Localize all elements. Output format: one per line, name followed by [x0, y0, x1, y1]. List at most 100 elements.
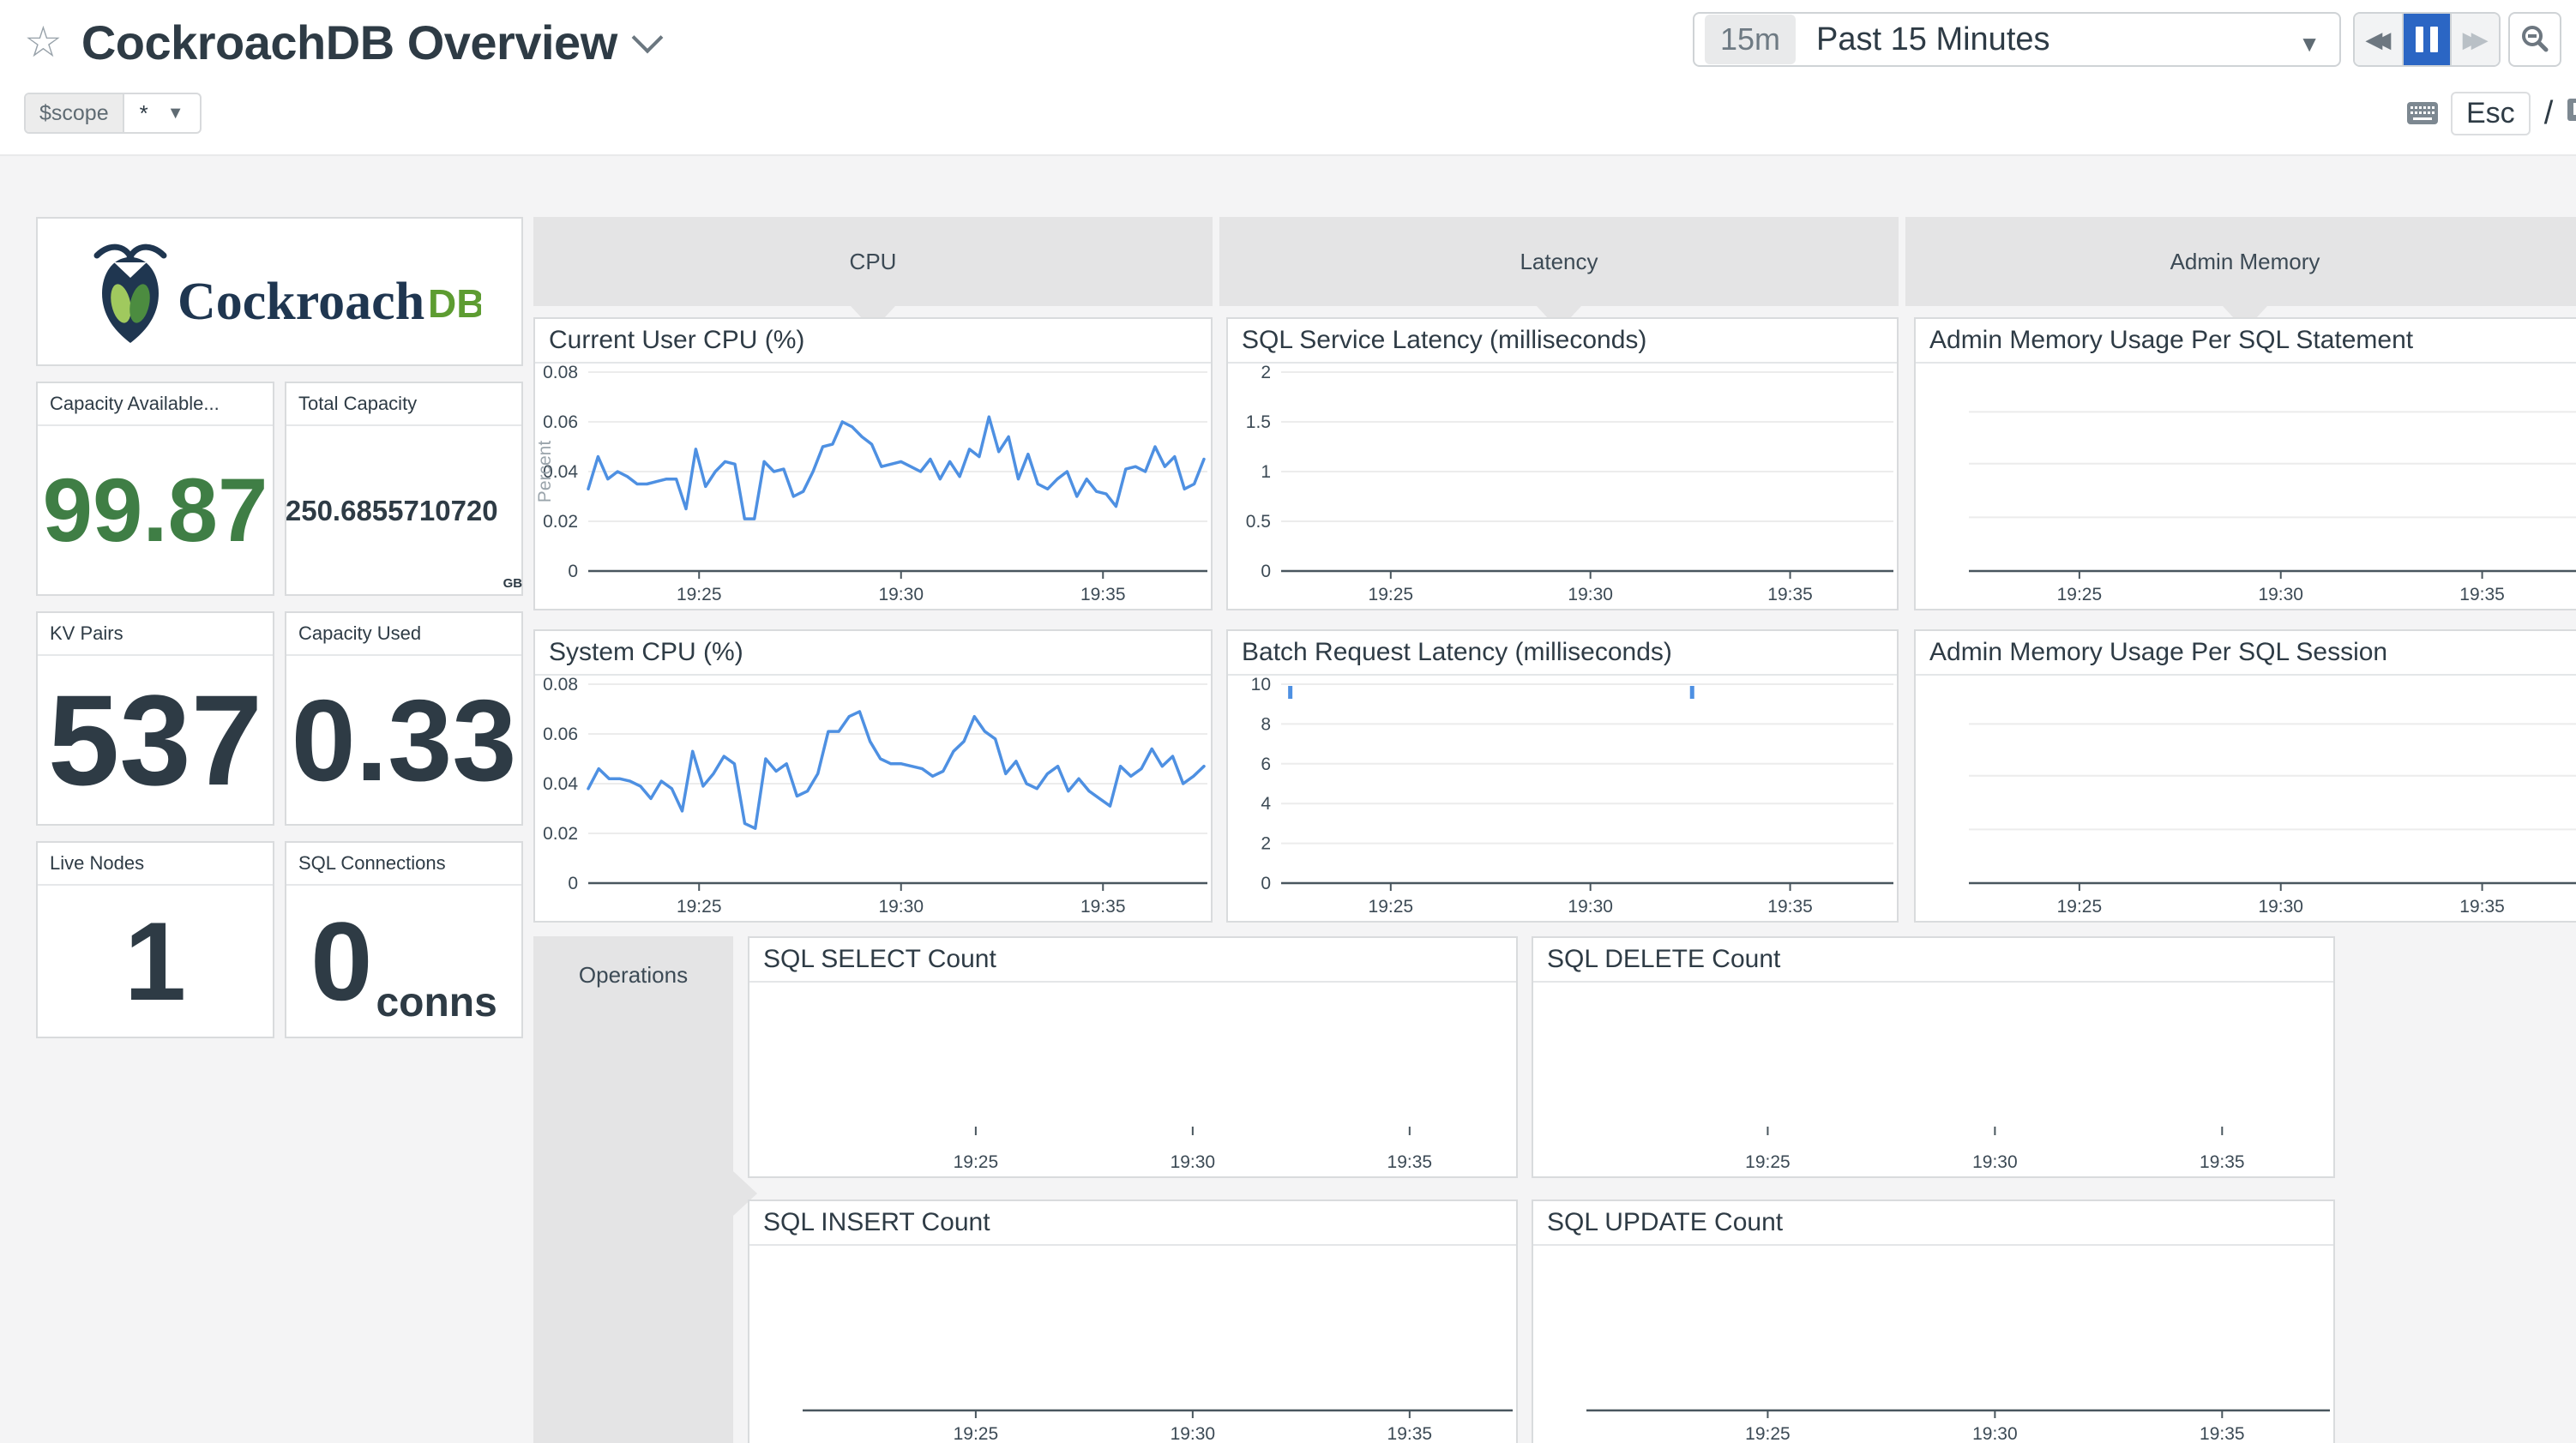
- chart-admin-memory-statement: Admin Memory Usage Per SQL Statement 19:…: [1914, 317, 2576, 610]
- chart-title: Admin Memory Usage Per SQL Session: [1916, 631, 2576, 676]
- stat-title: KV Pairs: [38, 613, 273, 656]
- svg-text:0.06: 0.06: [543, 725, 578, 744]
- svg-text:1: 1: [1261, 462, 1271, 482]
- svg-text:19:25: 19:25: [2057, 585, 2103, 604]
- svg-text:0: 0: [568, 562, 578, 581]
- keyboard-icon[interactable]: [2406, 101, 2439, 125]
- stat-value: 99.87: [42, 460, 268, 561]
- svg-text:0.02: 0.02: [543, 512, 578, 532]
- group-header-cpu[interactable]: CPU: [533, 217, 1213, 306]
- stat-unit: conns: [376, 980, 497, 1025]
- svg-text:0.08: 0.08: [543, 675, 578, 694]
- svg-text:2: 2: [1261, 834, 1271, 854]
- svg-text:19:30: 19:30: [1171, 1152, 1216, 1172]
- svg-text:19:35: 19:35: [1387, 1152, 1433, 1172]
- svg-text:1.5: 1.5: [1246, 412, 1271, 432]
- cockroachdb-logo-widget: Cockroach DB: [36, 217, 523, 366]
- chart-system-cpu: System CPU (%) 0.08 0.06 0.04 0.02 0 19:25 19:…: [533, 629, 1213, 923]
- title-chevron-down-icon[interactable]: [631, 21, 664, 54]
- svg-text:Percent: Percent: [535, 441, 555, 503]
- chart-title: SQL DELETE Count: [1533, 938, 2333, 983]
- forward-button[interactable]: ▶▶: [2450, 14, 2499, 65]
- svg-text:19:25: 19:25: [954, 1152, 999, 1172]
- svg-text:19:30: 19:30: [1972, 1424, 2018, 1443]
- svg-text:19:25: 19:25: [954, 1424, 999, 1443]
- esc-key-button[interactable]: Esc: [2451, 91, 2531, 135]
- chart-title: SQL Service Latency (milliseconds): [1228, 319, 1897, 364]
- stat-capacity-used: Capacity Used 0.33: [285, 611, 523, 826]
- chart-plot-sql-insert-count[interactable]: 19:25 19:30 19:35: [749, 1244, 1516, 1443]
- svg-text:19:35: 19:35: [2459, 897, 2505, 917]
- stat-title: Capacity Available...: [38, 383, 273, 426]
- svg-text:0.02: 0.02: [543, 824, 578, 844]
- svg-text:19:35: 19:35: [1767, 897, 1813, 917]
- stat-value: 537: [47, 668, 263, 812]
- svg-text:19:25: 19:25: [1745, 1152, 1791, 1172]
- svg-text:19:35: 19:35: [1387, 1424, 1433, 1443]
- chart-title: System CPU (%): [535, 631, 1211, 676]
- favorite-star-icon[interactable]: ☆: [24, 18, 63, 66]
- slash-key-hint: /: [2543, 94, 2554, 131]
- rewind-button[interactable]: ◀◀: [2355, 14, 2402, 65]
- svg-text:0: 0: [1261, 562, 1271, 581]
- chart-sql-insert-count: SQL INSERT Count 19:25 19:30 19:35: [748, 1199, 1518, 1443]
- svg-text:19:30: 19:30: [2258, 897, 2303, 917]
- svg-text:0: 0: [568, 874, 578, 893]
- chart-plot-sql-select-count[interactable]: 19:25 19:30 19:35: [749, 981, 1516, 1176]
- time-range-selector[interactable]: 15m Past 15 Minutes ▼: [1693, 12, 2341, 67]
- svg-text:19:25: 19:25: [677, 897, 722, 917]
- svg-text:19:25: 19:25: [1369, 897, 1414, 917]
- pause-button[interactable]: [2401, 14, 2451, 65]
- chart-plot-current-user-cpu[interactable]: 0.08 0.06 0.04 0.02 0 19:25 19:30 19:35 Percent: [535, 362, 1211, 609]
- chart-title: SQL SELECT Count: [749, 938, 1516, 983]
- svg-text:4: 4: [1261, 794, 1271, 814]
- chart-admin-memory-session: Admin Memory Usage Per SQL Session 19:25…: [1914, 629, 2576, 923]
- chart-plot-system-cpu[interactable]: 0.08 0.06 0.04 0.02 0 19:25 19:30 19:35: [535, 674, 1211, 921]
- svg-text:0.08: 0.08: [543, 363, 578, 382]
- stat-live-nodes: Live Nodes 1: [36, 841, 274, 1038]
- stat-total-capacity: Total Capacity 250.6855710720 GB: [285, 382, 523, 596]
- zoom-out-button[interactable]: [2508, 12, 2561, 67]
- chart-title: Batch Request Latency (milliseconds): [1228, 631, 1897, 676]
- chart-sql-update-count: SQL UPDATE Count 19:25 19:30 19:35: [1532, 1199, 2335, 1443]
- group-label-operations: Operations: [578, 962, 689, 988]
- svg-text:19:35: 19:35: [1080, 897, 1126, 917]
- chart-sql-delete-count: SQL DELETE Count 19:25 19:30 19:35: [1532, 936, 2335, 1178]
- chart-plot-sql-update-count[interactable]: 19:25 19:30 19:35: [1533, 1244, 2333, 1443]
- chart-title: Admin Memory Usage Per SQL Statement: [1916, 319, 2576, 364]
- scope-variable-value: *: [139, 99, 148, 126]
- stat-value: 0: [310, 899, 373, 1024]
- svg-text:0.04: 0.04: [543, 774, 578, 794]
- dashboard-title-group[interactable]: ☆ CockroachDB Overview: [24, 9, 664, 75]
- svg-text:2: 2: [1261, 363, 1271, 382]
- rewind-icon: ◀◀: [2365, 26, 2391, 52]
- group-header-latency[interactable]: Latency: [1219, 217, 1899, 306]
- template-variable-scope[interactable]: $scope * ▼: [24, 93, 202, 134]
- tv-mode-icon[interactable]: [2567, 98, 2576, 129]
- group-header-admin-memory[interactable]: Admin Memory: [1905, 217, 2576, 306]
- chart-plot-batch-request-latency[interactable]: 10 8 6 4 2 0 19:25 19:30 19:35: [1228, 674, 1897, 921]
- chart-plot-sql-delete-count[interactable]: 19:25 19:30 19:35: [1533, 981, 2333, 1176]
- scope-value-wrap: * ▼: [124, 94, 200, 132]
- time-range-caret-icon: ▼: [2298, 31, 2320, 57]
- svg-text:0.04: 0.04: [543, 462, 578, 482]
- svg-text:19:25: 19:25: [677, 585, 722, 604]
- chart-plot-admin-memory-session[interactable]: 19:25 19:30 19:35: [1916, 674, 2576, 921]
- chart-sql-select-count: SQL SELECT Count 19:25 19:30 19:35: [748, 936, 1518, 1178]
- stat-value: 0.33: [291, 675, 517, 805]
- svg-text:19:30: 19:30: [1972, 1152, 2018, 1172]
- playback-controls: ◀◀ ▶▶: [2353, 12, 2501, 67]
- stat-kv-pairs: KV Pairs 537: [36, 611, 274, 826]
- stat-unit: GB: [503, 576, 523, 591]
- svg-text:19:35: 19:35: [2459, 585, 2505, 604]
- chart-plot-sql-service-latency[interactable]: 2 1.5 1 0.5 0 19:25 19:30 19:35: [1228, 362, 1897, 609]
- svg-text:6: 6: [1261, 755, 1271, 774]
- dashboard-canvas: Cockroach DB Capacity Available... 99.87…: [0, 154, 2576, 1443]
- cockroach-bug-icon: [93, 244, 167, 343]
- group-header-operations[interactable]: Operations: [533, 936, 733, 1443]
- chart-plot-admin-memory-statement[interactable]: 19:25 19:30 19:35: [1916, 362, 2576, 609]
- cockroachdb-logo: Cockroach DB: [93, 244, 481, 343]
- scope-caret-icon: ▼: [166, 103, 184, 123]
- svg-text:19:30: 19:30: [1568, 897, 1613, 917]
- top-bar: ☆ CockroachDB Overview 15m Past 15 Minut…: [0, 0, 2576, 86]
